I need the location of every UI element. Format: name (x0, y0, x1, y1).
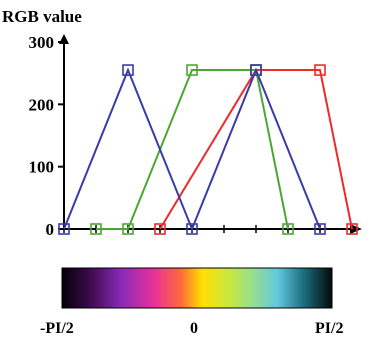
y-tick-label: 100 (29, 158, 55, 177)
blue-series-line (63, 67, 321, 232)
y-ticks-group: 0 100 200 300 (29, 33, 64, 239)
x-axis-arrow (350, 224, 362, 234)
green-series-point (122, 223, 134, 235)
colorbar-label-mid: 0 (190, 320, 198, 337)
blue-series-point (250, 64, 262, 76)
blue-series-point (58, 223, 70, 235)
y-tick-label: 200 (29, 95, 55, 114)
blue-series-point (122, 64, 134, 76)
colorbar-label-min: -PI/2 (40, 320, 74, 337)
y-axis-title: RGB value (2, 7, 82, 26)
blue-series-point (186, 223, 198, 235)
colorbar-label-max: PI/2 (315, 320, 343, 337)
y-tick-label: 300 (29, 33, 55, 52)
colorbar (61, 267, 333, 309)
green-series-line (96, 69, 289, 230)
green-series-point (282, 223, 294, 235)
series-layer (58, 64, 358, 235)
red-series-point (314, 64, 326, 76)
chart-axes (59, 34, 362, 234)
y-tick-label: 0 (46, 220, 55, 239)
blue-series-point (314, 223, 326, 235)
red-series-line (159, 69, 353, 230)
green-series-point (90, 223, 102, 235)
red-series-point (154, 223, 166, 235)
red-series-point (346, 223, 358, 235)
green-series-point (186, 64, 198, 76)
